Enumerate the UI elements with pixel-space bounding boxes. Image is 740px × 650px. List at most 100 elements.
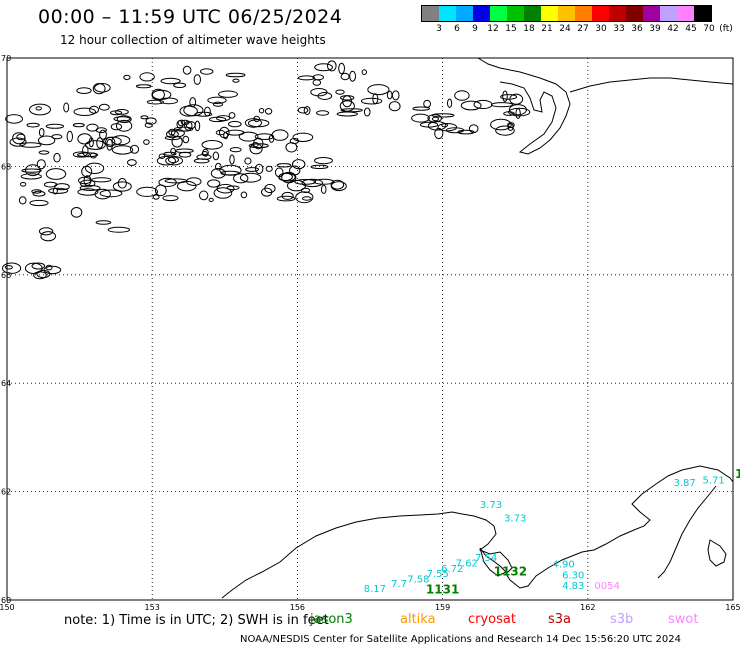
ice-floe xyxy=(136,186,159,197)
ice-floe xyxy=(12,132,26,145)
legend-swatch xyxy=(660,6,677,21)
swh-value-label: 3.73 xyxy=(480,500,502,511)
ice-floe xyxy=(229,147,242,153)
ice-floe xyxy=(165,155,184,166)
ice-floe xyxy=(213,187,233,199)
ice-floe xyxy=(135,84,152,89)
ice-floe xyxy=(164,135,181,141)
ice-floe xyxy=(123,74,131,81)
ice-floe xyxy=(179,105,198,117)
coastline-path xyxy=(707,539,727,567)
coastline-path xyxy=(477,57,571,155)
legend-unit: (ft) xyxy=(719,24,733,34)
ice-floe xyxy=(38,227,54,236)
page-title: 00:00 – 11:59 UTC 06/25/2024 xyxy=(38,6,343,28)
legend-swatch xyxy=(592,6,609,21)
ice-floe xyxy=(66,130,74,143)
ice-floe xyxy=(204,106,211,117)
pass-time-label: 1131 xyxy=(426,582,459,596)
ice-floe xyxy=(271,129,289,141)
ice-floe xyxy=(129,144,140,154)
ice-floe xyxy=(25,164,41,177)
ice-floe xyxy=(144,122,153,128)
ice-floe xyxy=(96,137,104,149)
ice-floe xyxy=(292,159,306,170)
legend-swatch xyxy=(541,6,558,21)
ice-floe xyxy=(94,188,111,200)
legend-label: 36 xyxy=(631,24,643,34)
ice-floe xyxy=(295,191,314,204)
legend-label: 15 xyxy=(505,24,517,34)
legend-label: 9 xyxy=(472,24,478,34)
ice-floe xyxy=(110,123,123,131)
ice-floe xyxy=(72,123,85,128)
ice-floe xyxy=(249,143,263,155)
legend-swatch xyxy=(507,6,524,21)
ice-floe xyxy=(54,183,70,191)
ice-floe xyxy=(168,156,179,164)
swh-value-label: 7.7 xyxy=(391,579,407,590)
ice-floe xyxy=(31,262,46,270)
ice-floe xyxy=(38,128,45,137)
ice-floe xyxy=(40,231,57,242)
ice-floe xyxy=(215,129,226,136)
ice-floe xyxy=(460,100,482,111)
ice-floe xyxy=(339,100,355,112)
ice-floe xyxy=(419,121,439,128)
lat-tick-label: 62 xyxy=(1,488,11,497)
ice-floe xyxy=(170,129,185,138)
ice-floe xyxy=(212,151,220,161)
ice-floe xyxy=(388,101,401,112)
ice-floe xyxy=(145,117,157,125)
ice-floe xyxy=(91,177,112,183)
ice-floe xyxy=(177,119,186,127)
ice-floe xyxy=(515,108,521,119)
ice-floe xyxy=(37,135,56,146)
ice-floe xyxy=(248,143,269,149)
ice-floe xyxy=(316,110,330,116)
legend-swatch xyxy=(694,6,711,21)
ice-floe xyxy=(349,70,357,82)
ice-floe xyxy=(297,75,316,81)
ice-floe xyxy=(194,120,201,132)
ice-floe xyxy=(340,72,350,81)
ice-floe xyxy=(20,173,42,180)
ice-floe xyxy=(254,133,275,141)
ice-floe xyxy=(292,132,314,143)
ice-floe xyxy=(189,97,197,108)
ice-floe xyxy=(215,162,222,171)
ice-floe xyxy=(314,157,333,165)
swh-value-label: 5.71 xyxy=(703,475,725,486)
legend-swatch xyxy=(575,6,592,21)
ice-floe xyxy=(79,185,101,191)
ice-floe xyxy=(110,110,123,116)
ice-floe xyxy=(363,107,371,117)
ice-floe xyxy=(437,123,458,132)
ice-floe xyxy=(360,97,383,105)
ice-floe xyxy=(76,87,92,94)
ice-floe xyxy=(502,90,508,102)
lon-tick-label: 153 xyxy=(145,603,160,612)
sea-ice-outlines xyxy=(2,60,531,280)
legend-swatch xyxy=(422,6,439,21)
ice-floe xyxy=(314,63,334,72)
ice-floe xyxy=(154,184,167,197)
legend-label: 30 xyxy=(595,24,607,34)
ice-floe xyxy=(253,137,264,150)
legend-label: 42 xyxy=(667,24,679,34)
ice-floe xyxy=(72,151,90,158)
ice-floe xyxy=(156,155,176,166)
ice-floe xyxy=(4,265,13,270)
coastline xyxy=(221,57,734,599)
ice-floe xyxy=(327,60,337,72)
legend-label: 33 xyxy=(613,24,625,34)
lon-tick-label: 156 xyxy=(290,603,305,612)
ice-floe xyxy=(468,124,479,134)
ice-floe xyxy=(85,162,105,175)
ice-floe xyxy=(495,125,515,136)
ice-floe xyxy=(152,194,160,200)
ice-floe xyxy=(310,164,329,169)
legend-label: 70 xyxy=(703,24,715,34)
ice-floe xyxy=(473,99,493,110)
